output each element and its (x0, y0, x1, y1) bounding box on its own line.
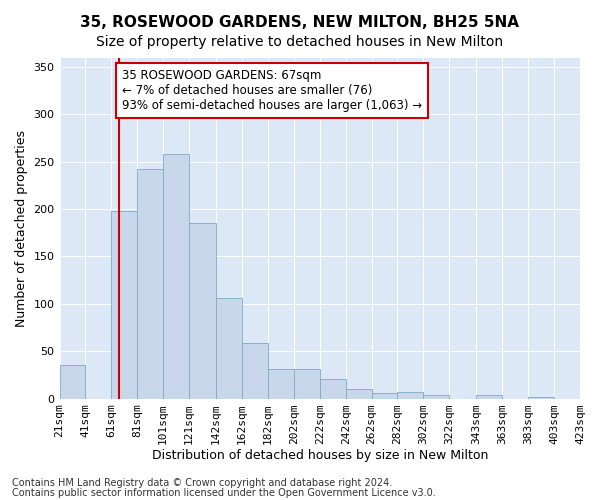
Text: Size of property relative to detached houses in New Milton: Size of property relative to detached ho… (97, 35, 503, 49)
Bar (268, 369, 294, 398)
X-axis label: Distribution of detached houses by size in New Milton: Distribution of detached houses by size … (152, 450, 488, 462)
Y-axis label: Number of detached properties: Number of detached properties (15, 130, 28, 326)
Bar (424, 395, 449, 398)
Bar (163, 154, 189, 398)
Text: Contains HM Land Registry data © Crown copyright and database right 2024.: Contains HM Land Registry data © Crown c… (12, 478, 392, 488)
Bar (112, 211, 137, 398)
Bar (59, 366, 85, 398)
Bar (320, 378, 346, 398)
Bar (397, 392, 424, 398)
Bar (242, 342, 268, 398)
Text: 35 ROSEWOOD GARDENS: 67sqm
← 7% of detached houses are smaller (76)
93% of semi-: 35 ROSEWOOD GARDENS: 67sqm ← 7% of detac… (122, 69, 422, 112)
Bar (294, 369, 320, 398)
Bar (137, 170, 163, 398)
Bar (346, 389, 371, 398)
Text: Contains public sector information licensed under the Open Government Licence v3: Contains public sector information licen… (12, 488, 436, 498)
Bar (216, 298, 242, 398)
Bar (476, 395, 502, 398)
Bar (528, 396, 554, 398)
Bar (371, 393, 397, 398)
Bar (189, 224, 216, 398)
Text: 35, ROSEWOOD GARDENS, NEW MILTON, BH25 5NA: 35, ROSEWOOD GARDENS, NEW MILTON, BH25 5… (80, 15, 520, 30)
